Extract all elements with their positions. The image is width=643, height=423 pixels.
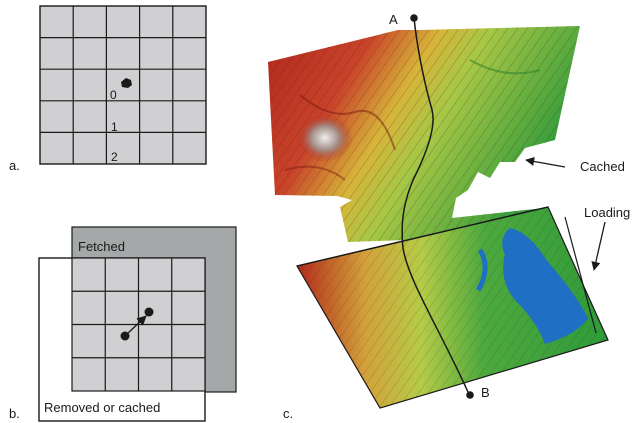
- fetched-label: Fetched: [78, 239, 125, 254]
- loading-terrain-region: [296, 206, 609, 409]
- panel-b-tile-grid: [71, 257, 206, 392]
- loading-callout-arrow: [591, 221, 606, 271]
- panel-b-label: b.: [9, 406, 20, 421]
- removed-or-cached-label: Removed or cached: [44, 400, 161, 415]
- ring-label-1: 1: [111, 120, 118, 134]
- panel-a-tile-grid: [39, 5, 207, 165]
- panel-c-label: c.: [283, 406, 294, 421]
- path-a-to-b: [401, 17, 469, 393]
- start-position-marker: [120, 331, 130, 341]
- panel-a-label: a.: [9, 158, 20, 173]
- cached-callout-arrow: [525, 156, 566, 168]
- loading-label: Loading: [584, 205, 631, 220]
- cached-label: Cached: [580, 159, 625, 174]
- point-a-marker: [410, 14, 418, 22]
- point-b-label: B: [481, 385, 490, 400]
- water-body: [502, 228, 588, 344]
- ring-label-2: 2: [111, 150, 118, 164]
- end-position-marker: [144, 307, 154, 317]
- ring-label-0: 0: [110, 88, 117, 102]
- point-a-label: A: [389, 12, 398, 27]
- cached-terrain-region: [268, 26, 580, 242]
- viewpoint-marker: [121, 78, 132, 88]
- movement-arrow: [124, 315, 147, 337]
- point-b-marker: [466, 391, 474, 399]
